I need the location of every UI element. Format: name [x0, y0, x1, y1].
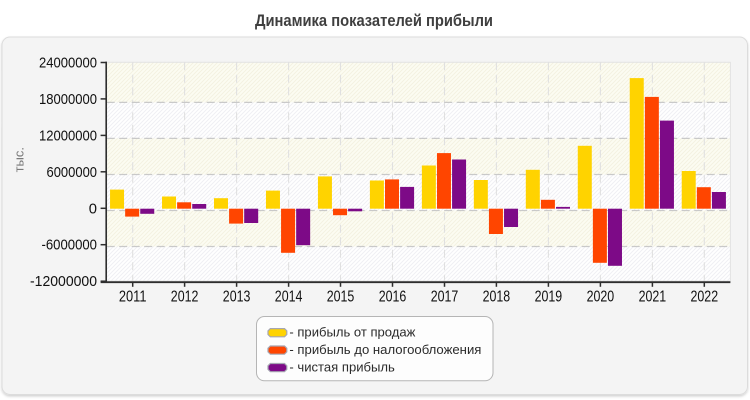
- svg-text:2020: 2020: [587, 289, 615, 306]
- svg-text:2022: 2022: [691, 289, 719, 306]
- svg-text:-12000000: -12000000: [30, 274, 97, 290]
- svg-text:- прибыль до налогообложения: - прибыль до налогообложения: [289, 342, 481, 357]
- svg-text:2014: 2014: [275, 289, 303, 306]
- svg-text:2015: 2015: [327, 289, 355, 306]
- svg-text:2019: 2019: [535, 289, 563, 306]
- svg-text:-6000000: -6000000: [42, 238, 98, 254]
- svg-text:2011: 2011: [119, 289, 147, 306]
- svg-text:24000000: 24000000: [39, 56, 97, 72]
- svg-text:2013: 2013: [223, 289, 251, 306]
- svg-text:18000000: 18000000: [39, 92, 97, 108]
- svg-text:2016: 2016: [379, 289, 407, 306]
- svg-text:2017: 2017: [431, 289, 459, 306]
- svg-text:12000000: 12000000: [39, 128, 97, 144]
- svg-text:0: 0: [89, 201, 97, 217]
- svg-text:2018: 2018: [483, 289, 511, 306]
- svg-text:- прибыль от продаж: - прибыль от продаж: [289, 325, 415, 340]
- svg-text:- чистая прибыль: - чистая прибыль: [289, 359, 395, 374]
- svg-text:тыс.: тыс.: [12, 147, 27, 172]
- svg-text:2012: 2012: [171, 289, 199, 306]
- svg-text:6000000: 6000000: [47, 165, 98, 181]
- svg-text:Динамика показателей прибыли: Динамика показателей прибыли: [255, 12, 493, 30]
- svg-text:2021: 2021: [639, 289, 667, 306]
